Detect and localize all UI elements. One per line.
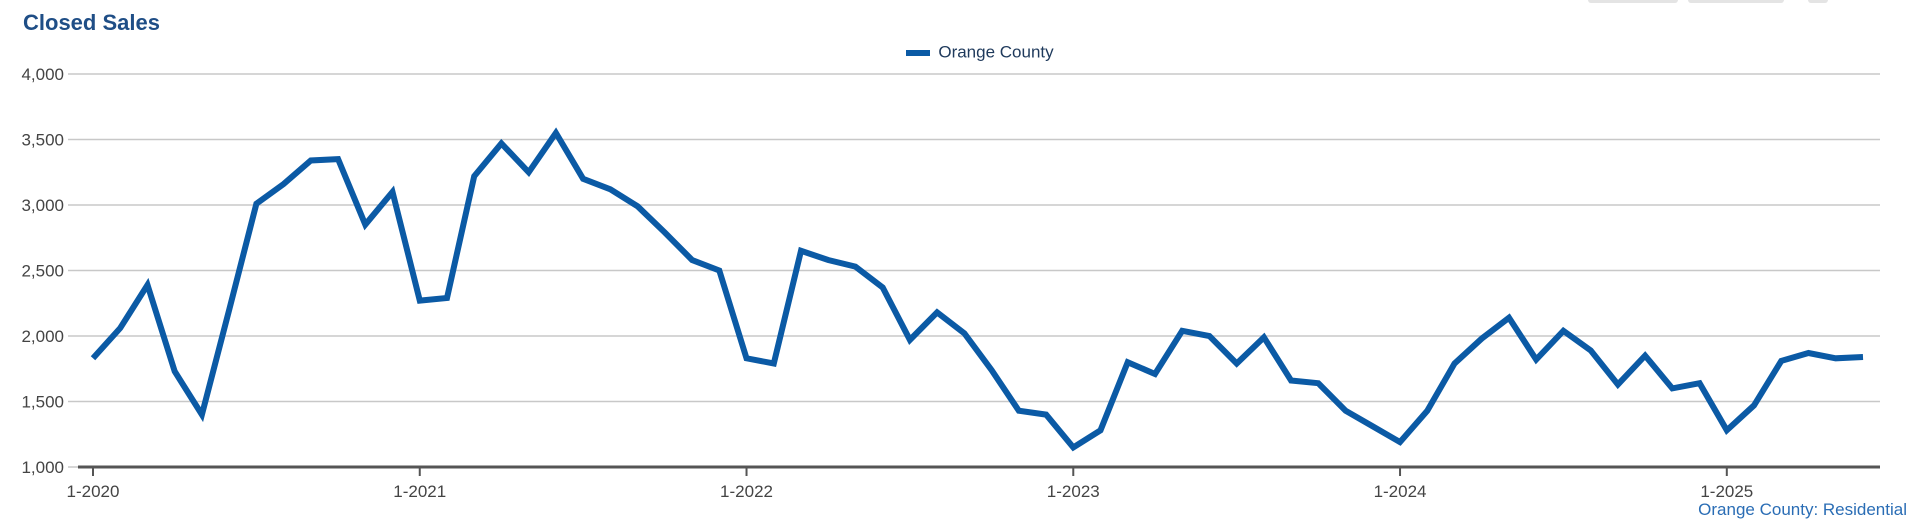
x-tick-label: 1-2020	[67, 482, 120, 501]
toolbar-tab-edge[interactable]	[1808, 0, 1828, 3]
y-tick-label: 1,000	[21, 458, 64, 477]
y-tick-label: 2,000	[21, 327, 64, 346]
y-tick-label: 2,500	[21, 262, 64, 281]
y-axis-ticks: 1,000 1,500 2,000 2,500 3,000 3,500 4,000	[21, 65, 64, 477]
x-tick-label: 1-2022	[720, 482, 773, 501]
toolbar-tab-edge[interactable]	[1588, 0, 1678, 3]
x-tick-label: 1-2025	[1700, 482, 1753, 501]
toolbar-tab-edge[interactable]	[1688, 0, 1784, 3]
x-tick-label: 1-2023	[1047, 482, 1100, 501]
legend-label: Orange County	[938, 42, 1054, 62]
y-tick-label: 3,500	[21, 131, 64, 150]
y-tick-label: 3,000	[21, 196, 64, 215]
x-axis: 1-2020 1-2021 1-2022 1-2023 1-2024 1-2025	[67, 465, 1880, 501]
legend[interactable]: Orange County	[0, 42, 1920, 63]
x-tick-label: 1-2021	[393, 482, 446, 501]
legend-swatch	[906, 49, 931, 56]
y-tick-label: 4,000	[21, 65, 64, 84]
chart-title: Closed Sales	[23, 10, 160, 35]
series-lines	[90, 127, 1864, 452]
series-line	[90, 127, 1864, 452]
source-label: Orange County: Residential	[1698, 500, 1907, 519]
gridlines	[68, 73, 1880, 468]
x-tick-label: 1-2024	[1374, 482, 1427, 501]
y-tick-label: 1,500	[21, 393, 64, 412]
